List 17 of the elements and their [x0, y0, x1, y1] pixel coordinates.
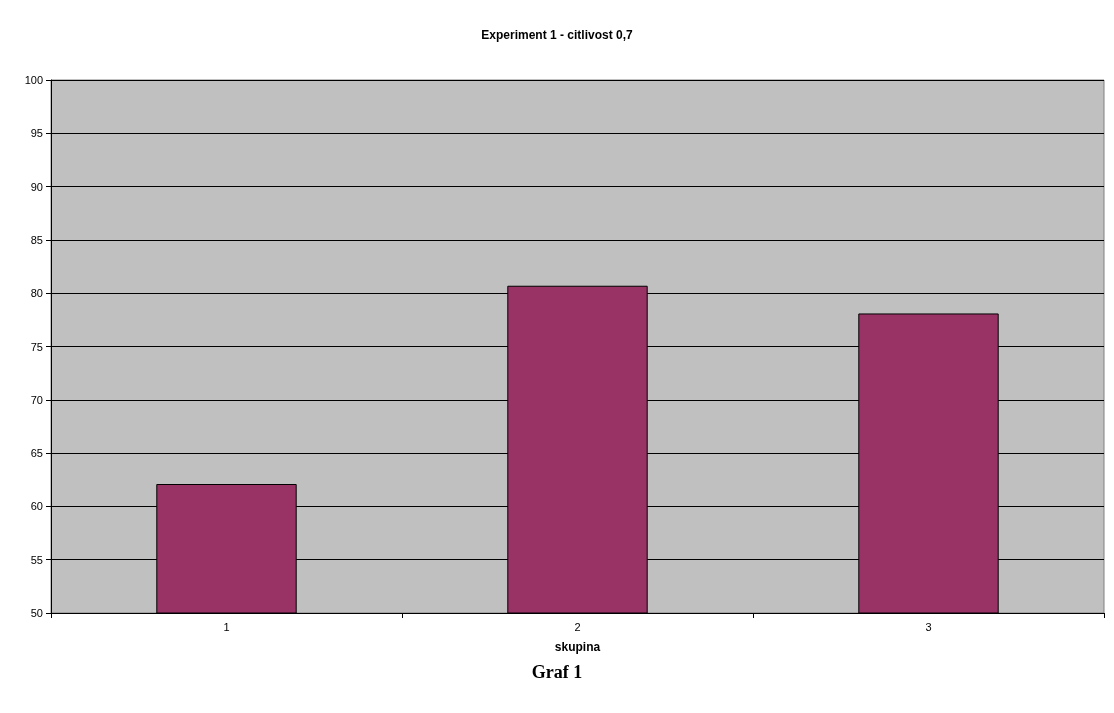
y-tick-label: 75 [30, 340, 43, 353]
x-tick-label: 1 [223, 620, 230, 633]
y-tick-label: 50 [30, 607, 43, 619]
chart-title: Experiment 1 - citlivost 0,7 [481, 28, 634, 42]
y-tick-label: 65 [30, 447, 43, 460]
y-tick-label: 95 [30, 127, 43, 140]
y-tick-label: 70 [30, 393, 43, 406]
y-tick-label: 55 [30, 553, 43, 566]
y-tick-label: 100 [24, 74, 43, 86]
y-tick-label: 85 [30, 233, 43, 246]
x-axis-title: skupina [554, 640, 601, 654]
y-tick-label: 90 [30, 180, 43, 193]
x-tick-label: 2 [574, 620, 581, 633]
y-tick-label: 80 [30, 287, 43, 300]
text: Graf 1 [531, 662, 583, 682]
y-tick-label: 60 [30, 500, 43, 513]
x-tick-label: 3 [925, 620, 932, 633]
